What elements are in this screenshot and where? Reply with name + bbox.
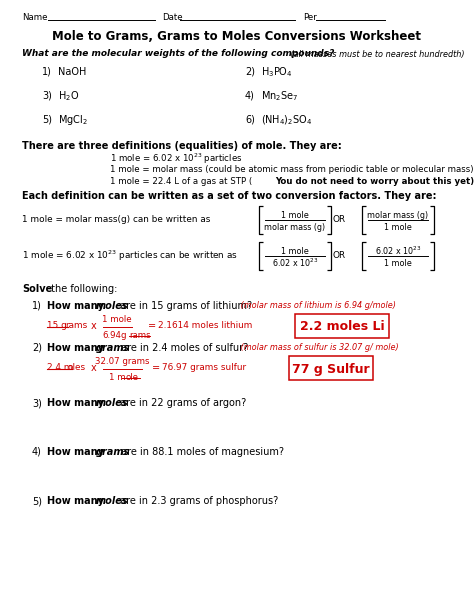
Text: Each definition can be written as a set of two conversion factors. They are:: Each definition can be written as a set … (22, 191, 437, 201)
Text: How many: How many (47, 447, 108, 457)
Text: 1 mole: 1 mole (281, 246, 309, 255)
Text: 2): 2) (32, 343, 42, 353)
Text: 6.02 x 10$^{23}$: 6.02 x 10$^{23}$ (374, 245, 421, 257)
Text: 4): 4) (32, 447, 42, 457)
Text: are in 22 grams of argon?: are in 22 grams of argon? (117, 398, 246, 408)
Text: 3): 3) (32, 398, 42, 408)
Text: 6.02 x 10$^{23}$: 6.02 x 10$^{23}$ (272, 257, 319, 269)
Text: 5): 5) (42, 115, 52, 125)
Text: 1): 1) (42, 67, 52, 77)
Text: What are the molecular weights of the following compounds?: What are the molecular weights of the fo… (22, 50, 334, 58)
Text: How many: How many (47, 301, 108, 311)
Text: Date: Date (162, 14, 182, 23)
Text: NaOH: NaOH (58, 67, 86, 77)
Text: 2.1614 moles lithium: 2.1614 moles lithium (158, 322, 252, 330)
Text: molar mass (g): molar mass (g) (367, 211, 428, 219)
Text: x: x (91, 363, 97, 373)
Text: moles: moles (96, 496, 128, 506)
Text: (all masses must be to nearest hundredth): (all masses must be to nearest hundredth… (288, 50, 465, 58)
Text: There are three definitions (equalities) of mole. They are:: There are three definitions (equalities)… (22, 141, 342, 151)
Text: are in 2.3 grams of phosphorus?: are in 2.3 grams of phosphorus? (117, 496, 278, 506)
Text: How many: How many (47, 343, 108, 353)
Text: Mn$_2$Se$_7$: Mn$_2$Se$_7$ (261, 89, 298, 103)
Text: are in 2.4 moles of sulfur?: are in 2.4 moles of sulfur? (118, 343, 248, 353)
Text: are in 88.1 moles of magnesium?: are in 88.1 moles of magnesium? (118, 447, 284, 457)
Text: 6): 6) (245, 115, 255, 125)
Text: (molar mass of lithium is 6.94 g/mole): (molar mass of lithium is 6.94 g/mole) (238, 301, 396, 311)
Text: MgCl$_2$: MgCl$_2$ (58, 113, 88, 127)
Text: rams: rams (129, 330, 151, 340)
Text: 1 mole: 1 mole (384, 258, 412, 268)
Text: 1 mole = molar mass(g) can be written as: 1 mole = molar mass(g) can be written as (22, 216, 210, 225)
Text: oles: oles (68, 363, 86, 373)
Text: =: = (148, 321, 156, 331)
Text: 1 mole = molar mass (could be atomic mass from periodic table or molecular mass): 1 mole = molar mass (could be atomic mas… (110, 166, 474, 174)
Text: 1): 1) (32, 301, 42, 311)
Text: 2.4 m: 2.4 m (47, 363, 73, 373)
Text: 3): 3) (42, 91, 52, 101)
Text: 1 mole = 6.02 x 10$^{23}$ particles can be written as: 1 mole = 6.02 x 10$^{23}$ particles can … (22, 249, 238, 263)
Text: 1 mole: 1 mole (281, 211, 309, 219)
Text: 15 g: 15 g (47, 322, 67, 330)
Text: 1 mole = 6.02 x 10$^{23}$ particles: 1 mole = 6.02 x 10$^{23}$ particles (110, 152, 242, 166)
FancyBboxPatch shape (289, 356, 373, 380)
Text: (molar mass of sulfur is 32.07 g/ mole): (molar mass of sulfur is 32.07 g/ mole) (238, 343, 399, 352)
Text: 4): 4) (245, 91, 255, 101)
FancyBboxPatch shape (295, 314, 389, 338)
Text: OR: OR (332, 216, 346, 225)
Text: 32.07 grams: 32.07 grams (95, 357, 149, 367)
Text: rams: rams (65, 322, 87, 330)
Text: Name: Name (22, 14, 47, 23)
Text: H$_3$PO$_4$: H$_3$PO$_4$ (261, 65, 293, 79)
Text: the following:: the following: (48, 284, 118, 294)
Text: molar mass (g): molar mass (g) (264, 222, 326, 231)
Text: How many: How many (47, 496, 108, 506)
Text: 1 mole = 22.4 L of a gas at STP (: 1 mole = 22.4 L of a gas at STP ( (110, 176, 252, 185)
Text: are in 15 grams of lithium?: are in 15 grams of lithium? (117, 301, 252, 311)
Text: =: = (152, 363, 160, 373)
Text: 1 mole: 1 mole (384, 222, 412, 231)
Text: moles: moles (96, 301, 128, 311)
Text: 76.97 grams sulfur: 76.97 grams sulfur (162, 363, 246, 373)
Text: grams: grams (96, 447, 130, 457)
Text: ole: ole (126, 373, 139, 381)
Text: 1 mole: 1 mole (102, 316, 132, 325)
Text: You do not need to worry about this yet): You do not need to worry about this yet) (275, 176, 474, 185)
Text: 5): 5) (32, 496, 42, 506)
Text: grams: grams (96, 343, 130, 353)
Text: Mole to Grams, Grams to Moles Conversions Worksheet: Mole to Grams, Grams to Moles Conversion… (53, 31, 421, 44)
Text: 2.2 moles Li: 2.2 moles Li (300, 321, 384, 333)
Text: OR: OR (332, 252, 346, 260)
Text: moles: moles (96, 398, 128, 408)
Text: 2): 2) (245, 67, 255, 77)
Text: H$_2$O: H$_2$O (58, 89, 79, 103)
Text: 1 m: 1 m (109, 373, 125, 381)
Text: 6.94g: 6.94g (103, 330, 127, 340)
Text: x: x (91, 321, 97, 331)
Text: (NH$_4$)$_2$SO$_4$: (NH$_4$)$_2$SO$_4$ (261, 113, 312, 127)
Text: 77 g Sulfur: 77 g Sulfur (292, 362, 370, 376)
Text: Per: Per (303, 14, 317, 23)
Text: How many: How many (47, 398, 108, 408)
Text: Solve: Solve (22, 284, 52, 294)
